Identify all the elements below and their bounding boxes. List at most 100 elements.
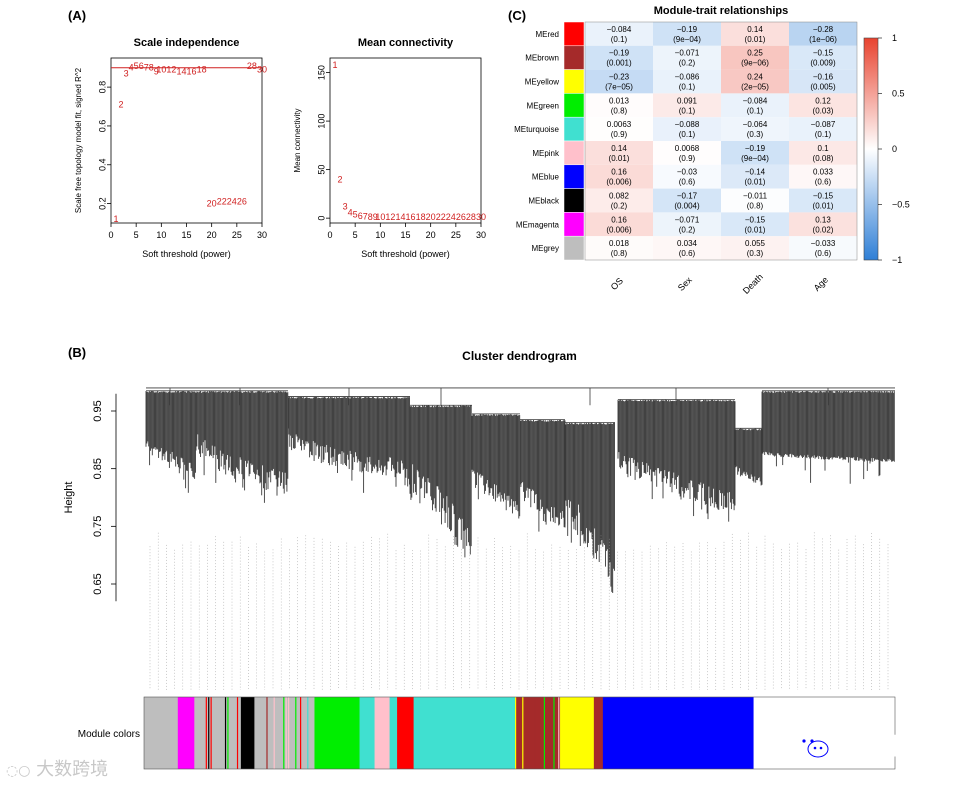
scale-independence-ytick-label: 0.2 [97,197,107,210]
wechat-icon [796,732,829,757]
heatmap-cell-value: 0.0063 [607,120,632,129]
scale-independence-title: Scale independence [134,37,240,49]
module-color-stripe [543,697,545,769]
scale-independence-point: 16 [187,67,197,77]
mean-connectivity-xtick-label: 15 [400,230,410,240]
module-color-segment [413,697,516,769]
mean-connectivity-point: 7 [363,212,368,222]
heatmap-cell-value: 0.24 [747,73,763,82]
heatmap-cell-value: −0.086 [675,73,700,82]
mean-connectivity-title: Mean connectivity [358,37,454,49]
heatmap-cell [653,236,721,260]
heatmap-cell [653,69,721,94]
module-color-stripe [283,697,285,769]
module-color-segment [203,697,242,769]
module-color-segment [359,697,376,769]
heatmap-cell [585,188,653,213]
heatmap-cell-value: −0.071 [675,215,700,224]
scale-independence-point: 9 [154,67,159,77]
module-color-stripe [227,697,229,769]
heatmap-cell-pvalue: (0.02) [813,225,834,234]
module-color-stripe [514,697,517,769]
heatmap-cell-pvalue: (0.2) [679,225,696,234]
heatmap-cell-pvalue: (0.006) [606,225,632,234]
heatmap-cell [721,164,789,189]
module-row-label: MEmagenta [516,220,560,229]
heatmap-cell-value: −0.15 [813,49,834,58]
heatmap-cell-pvalue: (9e−04) [741,154,769,163]
module-color-segment [177,697,195,769]
module-color-segment [389,697,398,769]
scale-independence-point: 6 [139,61,144,71]
module-row-label: MEgrey [531,244,559,253]
module-color-segment [602,697,754,769]
scale-independence-point: 8 [149,63,154,73]
panel-a-label: (A) [68,8,87,23]
watermark-left-text: 大数跨境 [36,759,109,780]
heatmap-cell [721,93,789,118]
heatmap-cell-value: 0.13 [815,215,831,224]
heatmap-cell-value: 0.033 [813,168,834,177]
wechat-outline-icon: ◌○ [6,763,31,779]
module-color-stripe [519,697,521,769]
heatmap-cell-pvalue: (0.005) [810,83,836,92]
scale-independence-xtick-label: 5 [134,230,139,240]
heatmap-cell-value: 0.055 [745,239,766,248]
module-color-segment [397,697,415,769]
module-color-stripe [273,697,275,769]
module-row-label: MEblack [528,197,560,206]
module-color-stripe [299,697,302,769]
scale-independence-point: 14 [176,67,186,77]
mean-connectivity-xtick-label: 10 [375,230,385,240]
heatmap-cell [653,188,721,213]
heatmap-cell-pvalue: (0.9) [679,154,696,163]
heatmap-cell-pvalue: (0.6) [815,249,832,258]
heatmap-cell [789,212,857,237]
heatmap-cell-value: 0.034 [677,239,698,248]
heatmap-cell-value: −0.087 [811,120,836,129]
mean-connectivity-point: 5 [353,209,358,219]
scale-independence-ytick-label: 0.4 [97,159,107,172]
dendrogram-ytick-label: 0.75 [92,516,104,537]
heatmap-cell-pvalue: (0.006) [606,178,632,187]
dendrogram-ytick-label: 0.85 [92,458,104,479]
module-row-label: MEpink [532,149,560,158]
mean-connectivity-point: 20 [426,212,436,222]
heatmap-cell [653,45,721,70]
heatmap-cell [585,117,653,141]
module-row-label: MEgreen [527,101,559,110]
module-color-swatch [563,235,585,261]
scale-independence-point: 7 [144,63,149,73]
heatmap-cell [789,164,857,189]
heatmap-cell-pvalue: (0.004) [674,202,700,211]
colorbar-tick-label: 1 [892,33,897,43]
heatmap-cell-pvalue: (0.1) [747,106,764,115]
module-color-stripe [534,697,536,769]
heatmap-cell-value: −0.088 [675,120,700,129]
heatmap-cell-pvalue: (0.1) [611,35,628,44]
heatmap-cell [721,22,789,46]
heatmap-cell-pvalue: (0.6) [679,249,696,258]
heatmap-cell-value: −0.033 [811,239,836,248]
module-color-segment [314,697,361,769]
heatmap-cell-value: 0.14 [611,144,627,153]
scale-independence-xtick-label: 20 [207,230,217,240]
heatmap-cell-value: 0.16 [611,215,627,224]
mean-connectivity-ytick-label: 150 [316,65,326,80]
heatmap-cell-value: −0.011 [743,192,768,201]
scale-independence-xtick-label: 0 [108,230,113,240]
scale-independence-xtick-label: 30 [257,230,267,240]
dendrogram-ylabel: Height [63,482,75,514]
module-color-segment [240,697,255,769]
heatmap-cell-value: 0.1 [817,144,829,153]
scale-independence-point: 22 [217,197,227,207]
heatmap-cell-pvalue: (0.3) [747,249,764,258]
module-color-stripe [210,697,212,769]
heatmap-cell [789,188,857,213]
scale-independence-point: 5 [134,61,139,71]
mean-connectivity-point: 28 [466,212,476,222]
module-color-segment [560,697,595,769]
watermark-right: 中科生信 [795,727,931,762]
heatmap-frame [584,21,858,261]
scale-independence-ytick-label: 0.6 [97,120,107,133]
